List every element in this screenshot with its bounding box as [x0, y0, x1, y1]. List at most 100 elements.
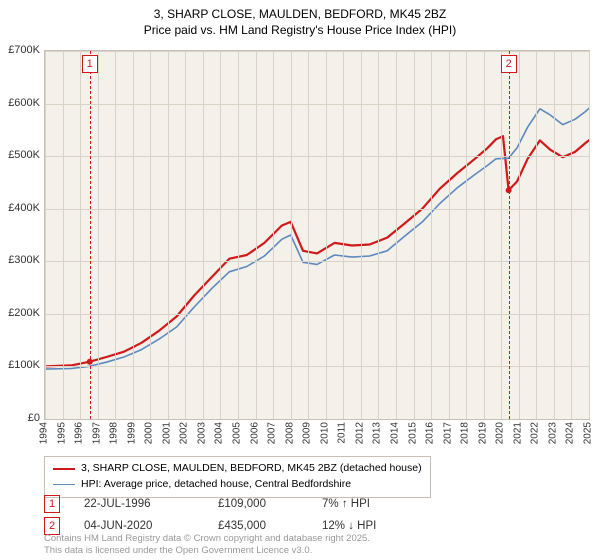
hgrid	[45, 209, 589, 210]
x-tick-label: 2017	[442, 422, 453, 444]
line-svg	[45, 51, 589, 419]
sale-diff: 12% ↓ HPI	[322, 520, 432, 532]
title-block: 3, SHARP CLOSE, MAULDEN, BEDFORD, MK45 2…	[0, 0, 600, 38]
vgrid	[185, 51, 186, 419]
x-tick-label: 1994	[39, 422, 50, 444]
vgrid	[378, 51, 379, 419]
y-tick-label: £300K	[8, 254, 40, 266]
vgrid	[501, 51, 502, 419]
hgrid	[45, 314, 589, 315]
y-tick-label: £400K	[8, 202, 40, 214]
x-tick-label: 2016	[425, 422, 436, 444]
vgrid	[98, 51, 99, 419]
vgrid	[449, 51, 450, 419]
vgrid	[273, 51, 274, 419]
y-axis-labels: £0£100K£200K£300K£400K£500K£600K£700K	[0, 50, 42, 420]
x-tick-label: 2005	[232, 422, 243, 444]
marker-box: 1	[82, 55, 98, 73]
x-tick-label: 2013	[372, 422, 383, 444]
series-hpi	[45, 104, 589, 370]
y-tick-label: £100K	[8, 359, 40, 371]
y-tick-label: £500K	[8, 149, 40, 161]
x-axis-labels: 1994199519961997199819992000200120022003…	[44, 420, 590, 456]
x-tick-label: 2011	[337, 422, 348, 444]
vgrid	[150, 51, 151, 419]
x-tick-label: 2002	[179, 422, 190, 444]
sale-date: 04-JUN-2020	[84, 520, 194, 532]
legend-label: 3, SHARP CLOSE, MAULDEN, BEDFORD, MK45 2…	[81, 461, 422, 477]
x-tick-label: 2003	[196, 422, 207, 444]
x-tick-label: 2007	[267, 422, 278, 444]
vgrid	[168, 51, 169, 419]
hgrid	[45, 261, 589, 262]
vgrid	[536, 51, 537, 419]
x-tick-label: 2004	[214, 422, 225, 444]
vgrid	[308, 51, 309, 419]
x-tick-label: 2024	[565, 422, 576, 444]
legend-label: HPI: Average price, detached house, Cent…	[81, 477, 351, 493]
footer: Contains HM Land Registry data © Crown c…	[44, 533, 370, 556]
vgrid	[571, 51, 572, 419]
x-tick-label: 2023	[547, 422, 558, 444]
vgrid	[361, 51, 362, 419]
vgrid	[238, 51, 239, 419]
x-tick-label: 2022	[530, 422, 541, 444]
hgrid	[45, 104, 589, 105]
vgrid	[256, 51, 257, 419]
vgrid	[396, 51, 397, 419]
hgrid	[45, 156, 589, 157]
vgrid	[431, 51, 432, 419]
x-tick-label: 2009	[302, 422, 313, 444]
legend-swatch	[53, 468, 75, 470]
legend-swatch	[53, 484, 75, 486]
x-tick-label: 2021	[512, 422, 523, 444]
vgrid	[484, 51, 485, 419]
y-tick-label: £700K	[8, 44, 40, 56]
sale-price: £435,000	[218, 520, 298, 532]
legend: 3, SHARP CLOSE, MAULDEN, BEDFORD, MK45 2…	[44, 456, 431, 498]
x-tick-label: 2015	[407, 422, 418, 444]
marker-line	[90, 51, 91, 419]
hgrid	[45, 366, 589, 367]
sale-index-box: 1	[44, 495, 60, 513]
x-tick-label: 2012	[354, 422, 365, 444]
x-tick-label: 2001	[161, 422, 172, 444]
sale-row: 122-JUL-1996£109,0007% ↑ HPI	[44, 495, 584, 513]
marker-line	[509, 51, 510, 419]
series-price_paid	[45, 136, 589, 366]
vgrid	[63, 51, 64, 419]
x-tick-label: 2020	[495, 422, 506, 444]
x-tick-label: 1998	[109, 422, 120, 444]
title-line1: 3, SHARP CLOSE, MAULDEN, BEDFORD, MK45 2…	[0, 6, 600, 22]
x-tick-label: 2010	[319, 422, 330, 444]
sale-price: £109,000	[218, 498, 298, 510]
vgrid	[115, 51, 116, 419]
x-tick-label: 2019	[477, 422, 488, 444]
vgrid	[133, 51, 134, 419]
x-tick-label: 2006	[249, 422, 260, 444]
x-tick-label: 2018	[460, 422, 471, 444]
vgrid	[343, 51, 344, 419]
vgrid	[414, 51, 415, 419]
plot-area: 12	[44, 50, 590, 420]
vgrid	[220, 51, 221, 419]
x-tick-label: 2000	[144, 422, 155, 444]
sale-date: 22-JUL-1996	[84, 498, 194, 510]
vgrid	[519, 51, 520, 419]
vgrid	[466, 51, 467, 419]
x-tick-label: 1996	[74, 422, 85, 444]
chart-container: 3, SHARP CLOSE, MAULDEN, BEDFORD, MK45 2…	[0, 0, 600, 560]
title-line2: Price paid vs. HM Land Registry's House …	[0, 22, 600, 38]
y-tick-label: £200K	[8, 307, 40, 319]
x-tick-label: 2008	[284, 422, 295, 444]
vgrid	[554, 51, 555, 419]
footer-line2: This data is licensed under the Open Gov…	[44, 545, 370, 556]
hgrid	[45, 51, 589, 52]
legend-row: 3, SHARP CLOSE, MAULDEN, BEDFORD, MK45 2…	[53, 461, 422, 477]
x-tick-label: 2014	[389, 422, 400, 444]
x-tick-label: 1999	[126, 422, 137, 444]
vgrid	[203, 51, 204, 419]
vgrid	[589, 51, 590, 419]
x-tick-label: 1997	[91, 422, 102, 444]
vgrid	[291, 51, 292, 419]
